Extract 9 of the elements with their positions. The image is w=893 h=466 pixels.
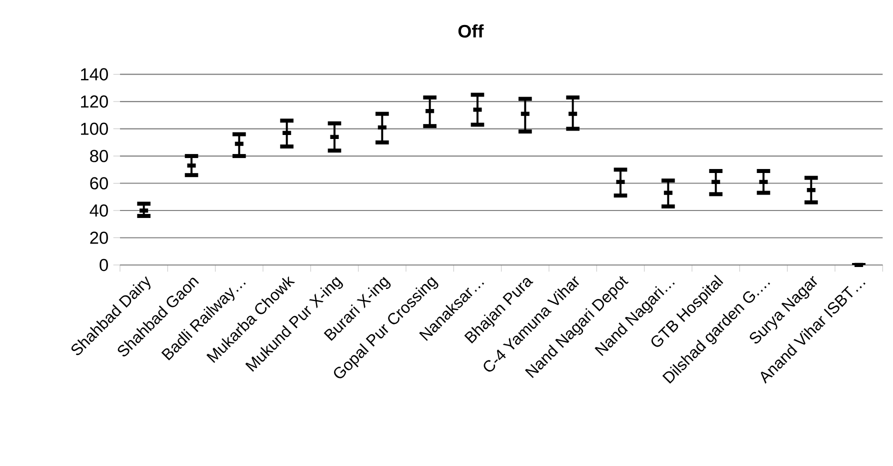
y-tick-label: 40 [90, 204, 108, 217]
y-tick-label: 20 [90, 232, 108, 244]
y-tick-label: 140 [81, 68, 108, 80]
y-tick-label: 120 [81, 95, 108, 108]
y-tick-label: 80 [90, 150, 108, 162]
y-tick-label: 100 [81, 122, 108, 135]
chart-title: Off [458, 24, 484, 38]
y-tick-label: 0 [100, 258, 108, 272]
y-tick-label: 60 [90, 177, 108, 190]
